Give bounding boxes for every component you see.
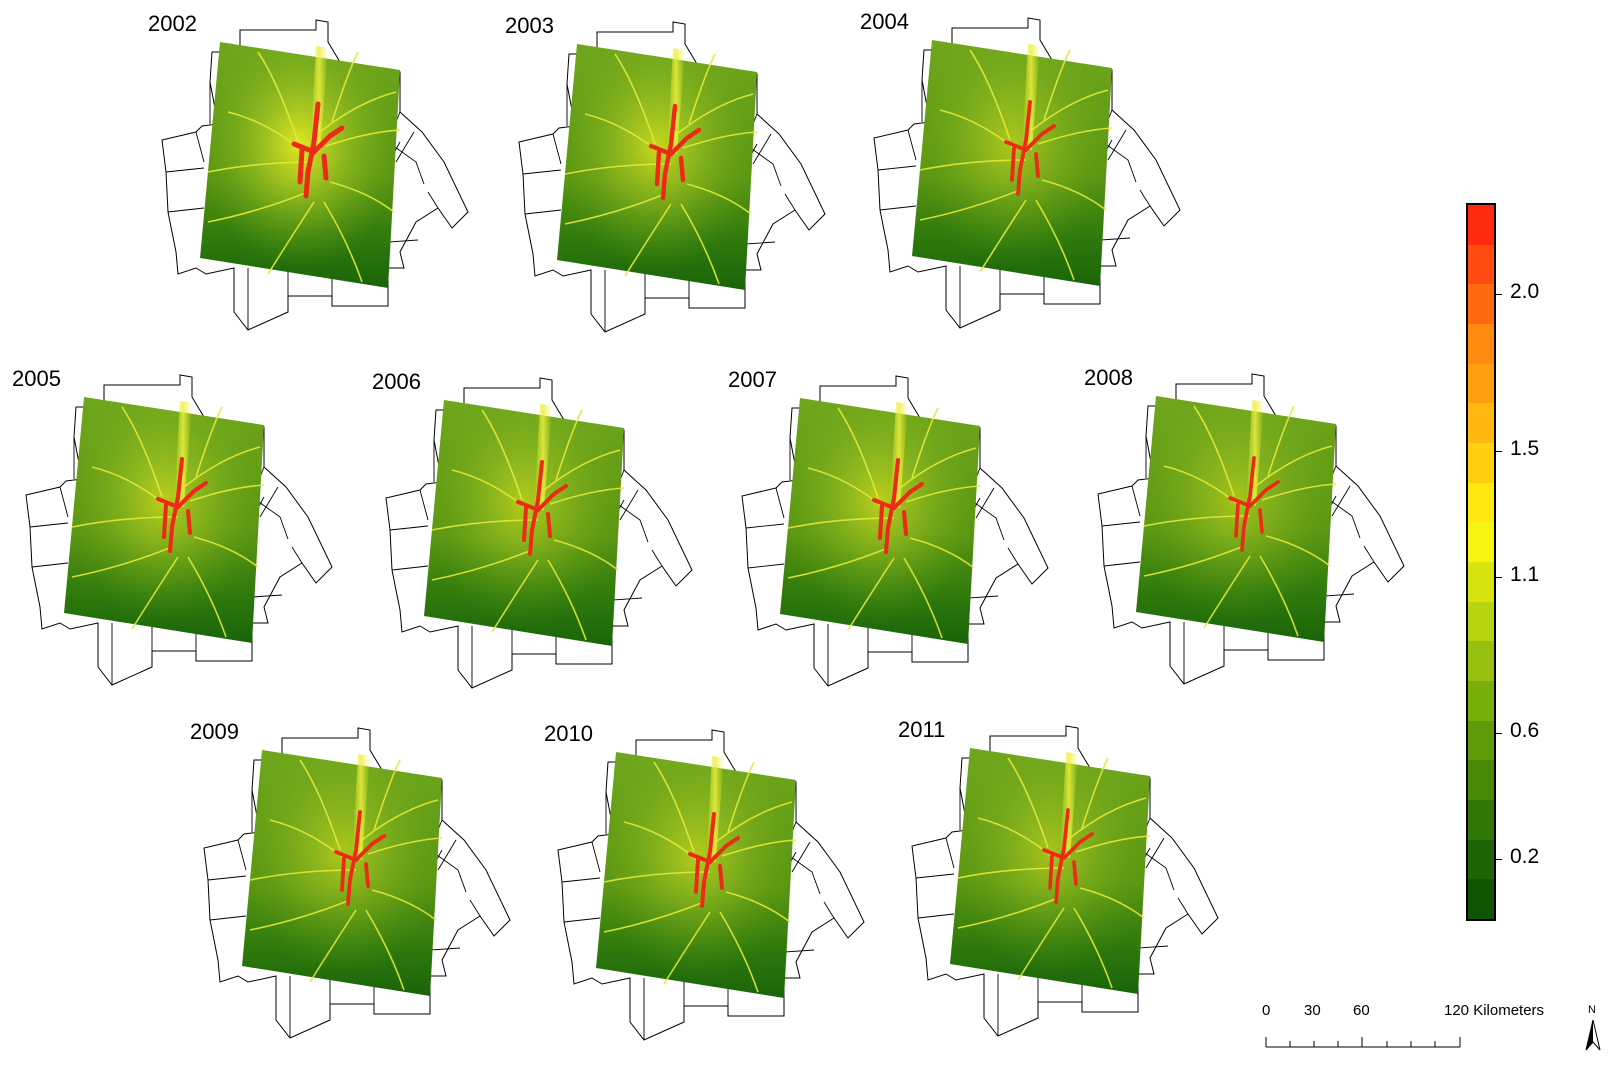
map-panel-2008: 2008 <box>1084 366 1424 711</box>
legend-tick-label: 2.0 <box>1510 280 1540 303</box>
legend-color-band <box>1468 641 1494 682</box>
legend-tick <box>1494 576 1502 578</box>
legend-color-band <box>1468 879 1494 920</box>
map-panel-2003: 2003 <box>505 14 845 359</box>
map-panel-2005: 2005 <box>12 367 352 712</box>
legend-color-band <box>1468 681 1494 722</box>
legend-color-band <box>1468 800 1494 841</box>
scale-label-0: 0 <box>1262 1002 1271 1019</box>
density-map <box>873 17 1181 329</box>
legend-color-band <box>1468 284 1494 325</box>
legend-color-band <box>1468 324 1494 365</box>
panel-year-label: 2006 <box>372 369 421 394</box>
panel-year-label: 2005 <box>12 366 61 391</box>
legend-color-band <box>1468 760 1494 801</box>
legend-color-band <box>1468 562 1494 603</box>
panel-year-label: 2008 <box>1084 365 1133 390</box>
density-map <box>911 725 1219 1037</box>
legend-tick-label: 1.1 <box>1510 562 1540 586</box>
scale-bar: 0 30 60 120 Kilometers <box>1262 1003 1582 1063</box>
legend-color-band <box>1468 244 1494 285</box>
north-label: N <box>1588 1004 1596 1016</box>
legend-color-band <box>1468 363 1494 404</box>
legend-tick-label: 0.6 <box>1510 719 1540 743</box>
legend-color-band <box>1468 403 1494 444</box>
legend-color-band <box>1468 601 1494 642</box>
scale-bar-graphic <box>1265 1037 1461 1048</box>
density-map <box>1097 373 1405 685</box>
color-legend <box>1466 203 1502 921</box>
legend-tick <box>1494 859 1502 860</box>
panel-year-label: 2007 <box>728 367 777 392</box>
density-map <box>741 375 1049 687</box>
map-panel-2010: 2010 <box>544 722 884 1067</box>
north-arrow-icon <box>1585 1019 1601 1051</box>
legend-tick-label: 0.2 <box>1510 845 1540 868</box>
map-panel-2002: 2002 <box>148 12 488 357</box>
density-map <box>385 377 693 689</box>
scale-label-120: 120 Kilometers <box>1444 1002 1545 1019</box>
legend-color-band <box>1468 522 1494 563</box>
map-panel-2007: 2007 <box>728 368 1068 713</box>
scale-label-30: 30 <box>1304 1002 1321 1019</box>
north-arrow: N <box>1582 1004 1604 1054</box>
panel-year-label: 2011 <box>898 717 946 742</box>
legend-tick-label: 1.5 <box>1510 436 1540 460</box>
scale-label-60: 60 <box>1353 1002 1370 1019</box>
legend-tick <box>1494 733 1502 735</box>
map-panel-2006: 2006 <box>372 370 712 715</box>
density-map <box>203 727 511 1039</box>
density-map <box>557 729 865 1041</box>
density-map <box>518 21 826 333</box>
map-panel-2009: 2009 <box>190 720 530 1065</box>
panel-year-label: 2010 <box>544 721 593 746</box>
map-panel-2004: 2004 <box>860 10 1200 355</box>
legend-color-band <box>1468 720 1494 761</box>
legend-color-band <box>1468 839 1494 880</box>
panel-year-label: 2002 <box>148 11 197 36</box>
density-map <box>161 19 469 331</box>
panel-year-label: 2004 <box>860 9 909 34</box>
legend-color-band <box>1468 482 1494 523</box>
legend-tick <box>1494 450 1502 452</box>
legend-color-band <box>1468 205 1494 246</box>
panel-year-label: 2003 <box>505 13 554 38</box>
panel-year-label: 2009 <box>190 719 239 744</box>
legend-color-band <box>1468 443 1494 484</box>
density-map <box>25 374 333 686</box>
legend-tick <box>1494 294 1502 295</box>
map-panel-2011: 2011 <box>898 718 1238 1063</box>
